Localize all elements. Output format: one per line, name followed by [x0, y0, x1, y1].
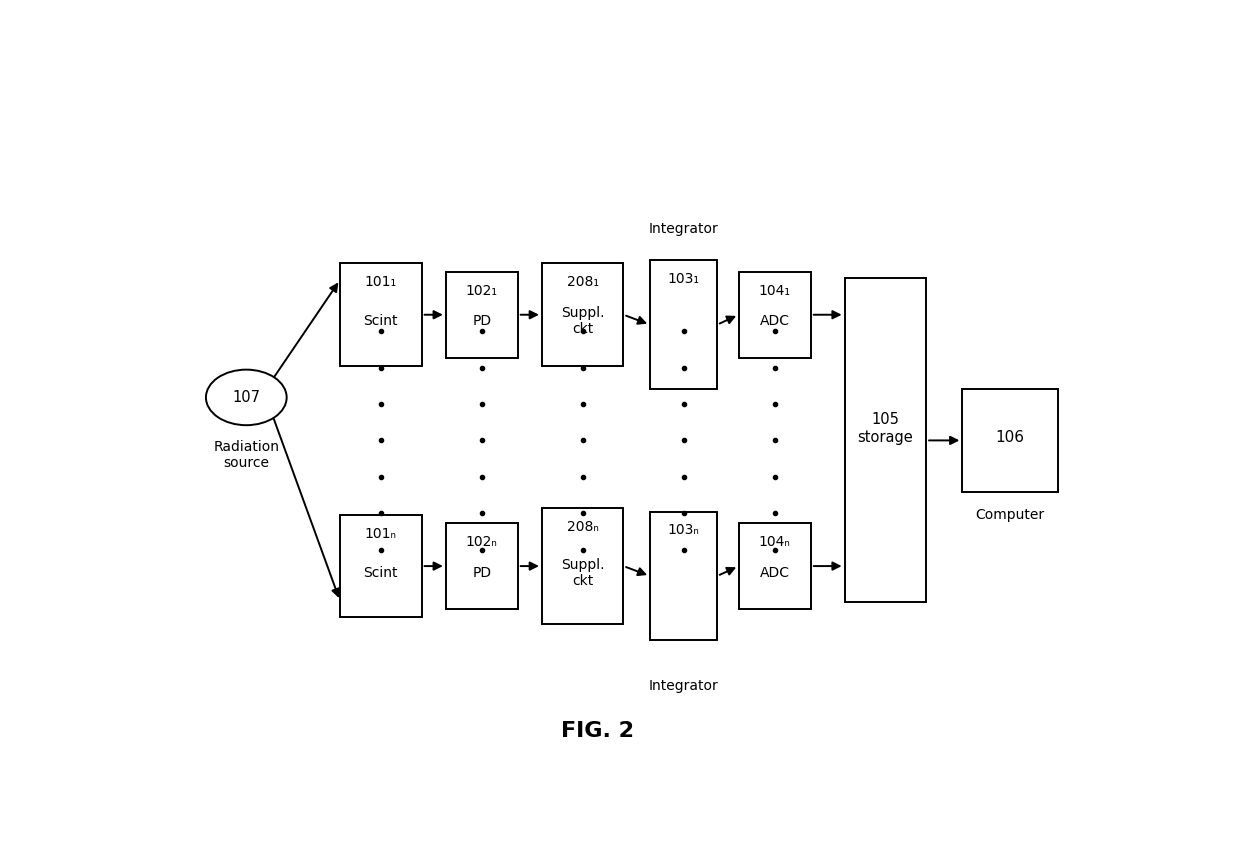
Bar: [340, 264, 422, 366]
Text: Computer: Computer: [976, 509, 1045, 522]
Text: 106: 106: [996, 430, 1024, 445]
Bar: [340, 515, 422, 618]
Text: Integrator: Integrator: [649, 222, 718, 235]
Bar: [445, 523, 518, 609]
Text: Suppl.
ckt: Suppl. ckt: [560, 557, 604, 588]
Text: FIG. 2: FIG. 2: [560, 722, 634, 741]
Bar: [739, 523, 811, 609]
Text: Scint: Scint: [363, 566, 398, 580]
Bar: [445, 271, 518, 357]
Bar: [650, 511, 717, 641]
Text: Scint: Scint: [363, 314, 398, 328]
Text: Integrator: Integrator: [649, 679, 718, 693]
Text: 208ₙ: 208ₙ: [567, 520, 599, 534]
Text: PD: PD: [472, 566, 491, 580]
Text: 105
storage: 105 storage: [858, 412, 913, 445]
Bar: [739, 271, 811, 357]
Text: 103ₙ: 103ₙ: [667, 523, 699, 538]
Bar: [650, 260, 717, 389]
Text: PD: PD: [472, 314, 491, 328]
Bar: [542, 509, 624, 624]
Text: ADC: ADC: [760, 314, 790, 328]
Bar: [542, 264, 624, 366]
Text: ADC: ADC: [760, 566, 790, 580]
Text: Radiation
source: Radiation source: [213, 440, 279, 470]
Text: 103₁: 103₁: [667, 272, 699, 286]
Circle shape: [206, 369, 286, 425]
Text: 101₁: 101₁: [365, 276, 397, 289]
Text: 107: 107: [232, 390, 260, 405]
Text: Suppl.
ckt: Suppl. ckt: [560, 307, 604, 337]
Text: 102ₙ: 102ₙ: [466, 535, 497, 549]
Bar: [844, 278, 926, 602]
Bar: [962, 389, 1058, 491]
Text: 104₁: 104₁: [759, 283, 791, 298]
Text: 102₁: 102₁: [466, 283, 497, 298]
Text: 101ₙ: 101ₙ: [365, 527, 397, 540]
Text: 104ₙ: 104ₙ: [759, 535, 791, 549]
Text: 208₁: 208₁: [567, 276, 599, 289]
